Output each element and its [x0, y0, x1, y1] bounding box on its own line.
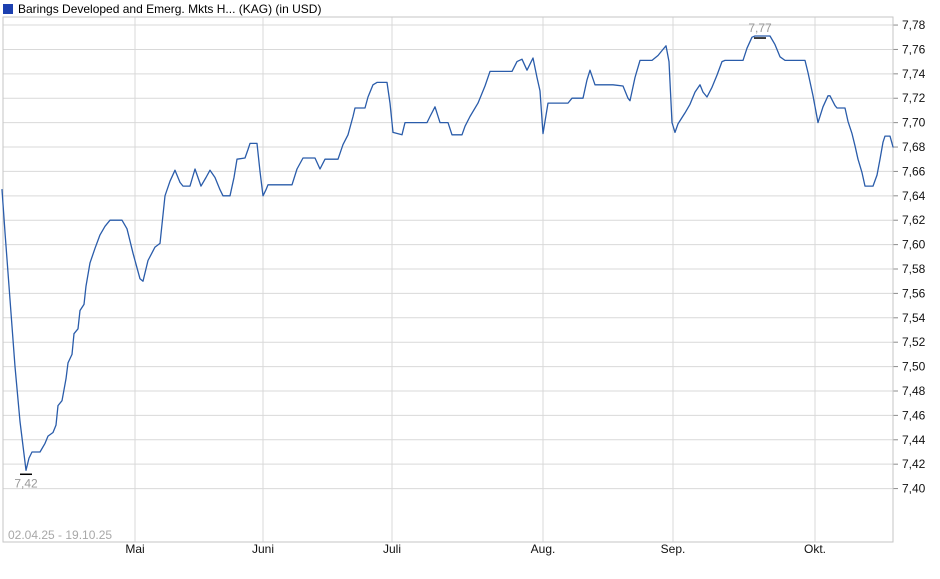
date-range-label: 02.04.25 - 19.10.25 [8, 528, 112, 542]
y-tick-label: 7,50 [902, 360, 926, 374]
x-month-label: Sep. [661, 542, 686, 556]
y-tick-label: 7,62 [902, 213, 926, 227]
y-tick-label: 7,66 [902, 164, 926, 178]
y-tick-label: 7,72 [902, 91, 926, 105]
x-month-label: Juli [383, 542, 401, 556]
y-tick-label: 7,52 [902, 335, 926, 349]
y-tick-label: 7,76 [902, 42, 926, 56]
chart-legend: Barings Developed and Emerg. Mkts H... (… [3, 2, 321, 16]
y-tick-label: 7,46 [902, 408, 926, 422]
x-month-label: Okt. [804, 542, 826, 556]
min-value-label: 7,42 [14, 476, 38, 490]
y-tick-label: 7,78 [902, 18, 926, 32]
chart-title: Barings Developed and Emerg. Mkts H... (… [18, 2, 322, 16]
y-tick-label: 7,60 [902, 238, 926, 252]
y-tick-label: 7,74 [902, 67, 926, 81]
y-tick-label: 7,42 [902, 457, 926, 471]
y-tick-label: 7,56 [902, 286, 926, 300]
x-month-label: Juni [252, 542, 274, 556]
y-tick-label: 7,68 [902, 140, 926, 154]
y-tick-label: 7,44 [902, 433, 926, 447]
price-line [1, 35, 894, 471]
y-tick-label: 7,64 [902, 189, 926, 203]
y-tick-label: 7,40 [902, 482, 926, 496]
y-tick-label: 7,70 [902, 116, 926, 130]
y-tick-label: 7,58 [902, 262, 926, 276]
legend-series-icon [3, 4, 13, 14]
plot-border [2, 16, 894, 543]
x-month-label: Mai [125, 542, 144, 556]
max-value-label: 7,77 [748, 21, 772, 35]
y-tick-label: 7,48 [902, 384, 926, 398]
x-month-label: Aug. [531, 542, 556, 556]
y-tick-label: 7,54 [902, 311, 926, 325]
